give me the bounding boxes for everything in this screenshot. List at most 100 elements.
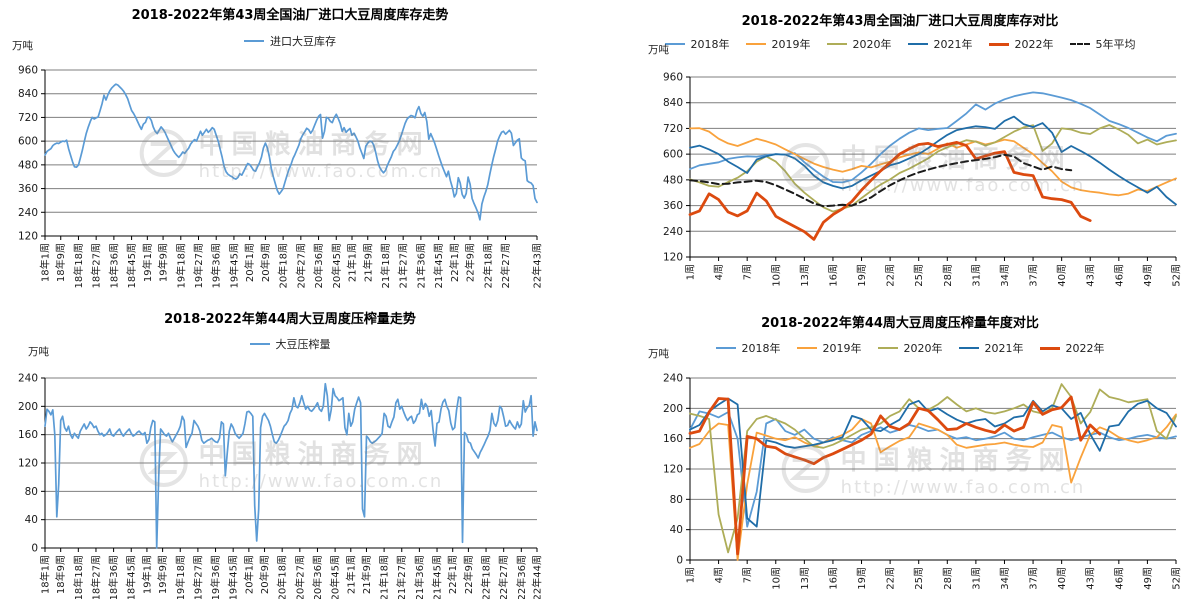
svg-text:22年27周: 22年27周 [497,555,510,599]
svg-text:18年9周: 18年9周 [54,555,67,594]
svg-text:480: 480 [18,159,38,171]
legend-label: 2021年 [933,38,973,51]
svg-text:22周: 22周 [885,567,897,590]
legend-item: 2021年 [907,36,973,52]
legend-item: 进口大豆库存 [244,33,336,49]
svg-text:43周: 43周 [1085,567,1097,590]
svg-text:360: 360 [663,200,683,212]
svg-text:240: 240 [663,373,683,385]
legend-line-swatch [664,43,685,45]
legend-line-swatch [958,347,979,349]
svg-text:21年9周: 21年9周 [360,555,373,594]
svg-text:600: 600 [18,136,38,148]
svg-text:200: 200 [663,403,683,415]
legend-line-swatch [796,347,817,349]
chart-legend: 2018年 2019年 2020年 2021年 2022年 5年平均 [630,36,1170,52]
chart-title: 2018-2022年第44周大豆周度压榨量年度对比 [761,316,1039,331]
svg-text:43周: 43周 [1085,264,1097,287]
svg-text:7周: 7周 [742,264,754,280]
plot-area: 0 40 80 120 160 200 240 1周 4周 7周 10周 13周 16周 19周 22周 25… [663,373,1182,590]
legend-item: 2022年 [988,36,1054,52]
svg-text:22年18周: 22年18周 [481,243,494,288]
svg-text:18年9周: 18年9周 [54,243,67,282]
y-axis-unit-label: 万吨 [648,348,669,360]
svg-text:19年9周: 19年9周 [156,555,169,594]
legend-label: 5年平均 [1095,38,1136,51]
svg-text:19年27周: 19年27周 [192,243,205,288]
svg-text:960: 960 [663,72,683,84]
svg-text:34周: 34周 [999,264,1011,287]
svg-text:20年18周: 20年18周 [276,555,289,599]
svg-text:21年18周: 21年18周 [379,243,392,288]
legend-line-swatch [988,42,1009,46]
svg-text:49周: 49周 [1142,567,1154,590]
svg-text:31周: 31周 [970,264,982,287]
chart-legend: 2018年 2019年 2020年 2021年 2022年 [660,340,1160,356]
svg-text:200: 200 [18,401,38,413]
plot-area: 120 240 360 480 600 720 840 960 18年1周 18年9周 18年18周… [18,65,544,289]
svg-text:720: 720 [663,123,683,135]
legend-label: 2020年 [903,342,943,355]
svg-text:46周: 46周 [1113,264,1125,287]
svg-text:120: 120 [18,231,38,243]
svg-text:21年45周: 21年45周 [432,243,445,288]
legend-label: 2018年 [690,38,730,51]
svg-text:22年43周: 22年43周 [531,243,544,288]
svg-text:1周: 1周 [685,567,697,583]
legend-item: 2022年 [1039,340,1105,356]
svg-text:19年9周: 19年9周 [157,243,170,282]
svg-text:21年18周: 21年18周 [378,555,391,599]
svg-text:960: 960 [18,65,38,77]
svg-text:22年9周: 22年9周 [464,243,477,282]
svg-text:0: 0 [676,555,683,567]
y-axis-unit-label: 万吨 [28,346,49,358]
plot-area: 0 40 80 120 160 200 240 18年1周 18年9周 18年18周 18年27周 1… [18,373,544,599]
svg-text:31周: 31周 [970,567,982,590]
svg-text:22年36周: 22年36周 [515,555,528,599]
svg-text:480: 480 [663,174,683,186]
svg-text:25周: 25周 [913,567,925,590]
svg-text:18年1周: 18年1周 [39,555,52,594]
svg-text:18年27周: 18年27周 [90,243,103,288]
svg-text:10周: 10周 [770,567,782,590]
legend-label: 2019年 [771,38,811,51]
svg-text:21年1周: 21年1周 [346,243,359,282]
legend-item: 2021年 [958,340,1024,356]
chart-title: 2018-2022年第43周全国油厂进口大豆周度库存对比 [741,14,1059,29]
svg-text:52周: 52周 [1171,264,1182,287]
svg-text:13周: 13周 [799,567,811,590]
svg-text:240: 240 [663,226,683,238]
chart-crush-comparison: 2018-2022年第44周大豆周度压榨量年度对比 2018年 2019年 2020… [600,300,1182,599]
svg-text:21年1周: 21年1周 [344,555,357,594]
svg-text:21年27周: 21年27周 [395,555,408,599]
svg-text:21年27周: 21年27周 [397,243,410,288]
svg-text:240: 240 [18,373,38,385]
svg-text:20年27周: 20年27周 [293,555,306,599]
svg-text:19周: 19周 [856,264,868,287]
svg-text:20年36周: 20年36周 [312,243,325,288]
svg-text:37周: 37周 [1028,264,1040,287]
svg-text:20年1周: 20年1周 [242,555,255,594]
svg-text:22年9周: 22年9周 [462,555,475,594]
svg-text:18年36周: 18年36周 [107,243,120,288]
svg-text:22年1周: 22年1周 [448,243,461,282]
svg-text:120: 120 [18,458,38,470]
svg-text:840: 840 [18,88,38,100]
svg-text:20年1周: 20年1周 [243,243,256,282]
legend-line-swatch [1069,43,1090,45]
svg-text:49周: 49周 [1142,264,1154,287]
svg-text:720: 720 [18,112,38,124]
svg-text:80: 80 [25,486,38,498]
legend-label: 2022年 [1065,342,1105,355]
svg-text:4周: 4周 [713,264,725,280]
legend-line-swatch [715,347,736,349]
svg-text:160: 160 [18,429,38,441]
svg-text:34周: 34周 [999,567,1011,590]
svg-text:21年45周: 21年45周 [431,555,444,599]
svg-text:19周: 19周 [856,567,868,590]
svg-text:28周: 28周 [942,264,954,287]
svg-text:1周: 1周 [685,264,697,280]
svg-text:13周: 13周 [799,264,811,287]
svg-text:18年45周: 18年45周 [125,243,138,288]
